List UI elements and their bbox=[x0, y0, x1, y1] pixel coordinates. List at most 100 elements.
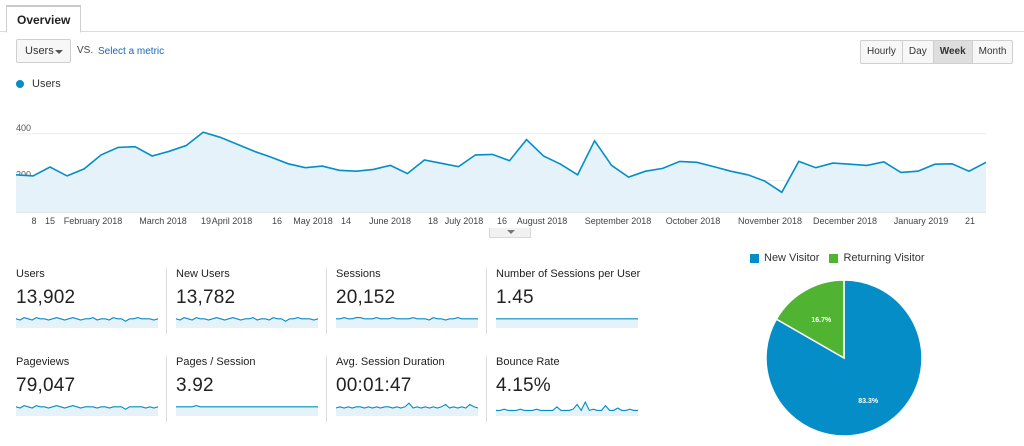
pie-legend-new: New Visitor bbox=[750, 252, 819, 264]
metric-tile[interactable]: Avg. Session Duration 00:01:47 bbox=[336, 356, 486, 428]
metric-select-value: Users bbox=[25, 45, 54, 57]
sparkline-line bbox=[176, 317, 318, 322]
x-tick-label: 16 bbox=[272, 216, 282, 226]
sparkline-line bbox=[16, 317, 158, 322]
metric-sparkline bbox=[496, 400, 638, 416]
sparkline-line bbox=[16, 405, 158, 410]
period-week-button[interactable]: Week bbox=[933, 41, 973, 63]
caret-down-icon bbox=[507, 230, 515, 234]
x-tick-label: 14 bbox=[341, 216, 351, 226]
x-tick-label: 15 bbox=[45, 216, 55, 226]
x-tick-label: May 2018 bbox=[293, 216, 333, 226]
metric-tile[interactable]: Pages / Session 3.92 bbox=[176, 356, 326, 428]
vs-label: VS. bbox=[77, 45, 94, 56]
sparkline-area bbox=[16, 405, 158, 416]
new-visitor-swatch bbox=[750, 253, 759, 263]
sparkline-line bbox=[496, 400, 638, 412]
metric-tile[interactable]: Sessions 20,152 bbox=[336, 268, 486, 340]
x-tick-label: July 2018 bbox=[445, 216, 484, 226]
metric-label: Avg. Session Duration bbox=[336, 356, 445, 368]
users-series-line bbox=[15, 131, 987, 194]
caret-down-icon bbox=[55, 50, 63, 54]
metric-label: Bounce Rate bbox=[496, 356, 560, 368]
metric-sparkline bbox=[336, 402, 478, 416]
returning-visitor-swatch bbox=[829, 253, 839, 263]
sparkline-area bbox=[176, 317, 318, 328]
x-tick-label: November 2018 bbox=[738, 216, 802, 226]
pie-legend-new-label: New Visitor bbox=[764, 252, 820, 264]
metric-value: 00:01:47 bbox=[336, 375, 412, 396]
x-tick-label: October 2018 bbox=[666, 216, 721, 226]
period-hourly-button[interactable]: Hourly bbox=[861, 41, 903, 63]
metric-value: 4.15% bbox=[496, 375, 551, 396]
x-tick-label: 21 bbox=[965, 216, 975, 226]
metric-label: Number of Sessions per User bbox=[496, 268, 641, 280]
sparkline-area bbox=[176, 405, 318, 416]
tile-divider bbox=[326, 356, 327, 422]
sparkline-line bbox=[336, 317, 478, 321]
legend-label: Users bbox=[32, 78, 61, 90]
metric-sparkline bbox=[16, 317, 158, 328]
metric-label: Pageviews bbox=[16, 356, 70, 368]
metric-label: Sessions bbox=[336, 268, 381, 280]
pie-legend-returning: Returning Visitor bbox=[829, 252, 925, 264]
x-tick-label: March 2018 bbox=[139, 216, 187, 226]
pie-slice-label: 16.7% bbox=[811, 317, 832, 324]
select-metric-link[interactable]: Select a metric bbox=[98, 46, 165, 57]
metric-value: 13,782 bbox=[176, 287, 236, 308]
x-tick-label: January 2019 bbox=[894, 216, 949, 226]
metric-value: 3.92 bbox=[176, 375, 214, 396]
x-tick-label: 19 bbox=[201, 216, 211, 226]
metric-tile[interactable]: Bounce Rate 4.15% bbox=[496, 356, 646, 428]
tile-divider bbox=[166, 268, 167, 334]
legend-marker bbox=[16, 80, 24, 88]
pie-slice-returning-visitor bbox=[775, 279, 845, 360]
tile-divider bbox=[326, 268, 327, 334]
x-tick-label: 18 bbox=[428, 216, 438, 226]
metric-tile[interactable]: Users 13,902 bbox=[16, 268, 166, 340]
metric-sparkline bbox=[16, 405, 158, 416]
x-tick-label: 8 bbox=[31, 216, 36, 226]
sparkline-line bbox=[176, 405, 318, 408]
tile-divider bbox=[486, 356, 487, 422]
visitor-pie-chart: 83.3% 16.7% bbox=[765, 279, 923, 437]
tab-bar: Overview bbox=[0, 0, 1024, 33]
metric-sparkline bbox=[496, 318, 638, 328]
tile-divider bbox=[486, 268, 487, 334]
metric-label: Pages / Session bbox=[176, 356, 256, 368]
metric-value: 1.45 bbox=[496, 287, 534, 308]
chart-collapse-handle[interactable] bbox=[489, 228, 531, 238]
metric-label: Users bbox=[16, 268, 45, 280]
x-tick-label: August 2018 bbox=[517, 216, 568, 226]
tab-overview[interactable]: Overview bbox=[6, 5, 82, 33]
period-month-button[interactable]: Month bbox=[978, 46, 1007, 57]
sparkline-area bbox=[336, 317, 478, 328]
metric-select[interactable]: Users bbox=[16, 39, 71, 63]
metric-value: 79,047 bbox=[16, 375, 76, 396]
chart-legend: Users bbox=[16, 78, 61, 90]
metric-tile[interactable]: New Users 13,782 bbox=[176, 268, 326, 340]
sparkline-area bbox=[496, 318, 638, 328]
x-tick-label: December 2018 bbox=[813, 216, 877, 226]
pie-legend: New Visitor Returning Visitor bbox=[750, 252, 935, 264]
x-tick-label: February 2018 bbox=[64, 216, 123, 226]
period-selector: Hourly Day Week Month bbox=[860, 40, 1014, 64]
metric-tile[interactable]: Pageviews 79,047 bbox=[16, 356, 166, 428]
metric-tile[interactable]: Number of Sessions per User 1.45 bbox=[496, 268, 646, 340]
x-tick-label: June 2018 bbox=[369, 216, 411, 226]
metric-sparkline bbox=[176, 317, 318, 328]
sparkline-area bbox=[16, 317, 158, 328]
x-tick-label: September 2018 bbox=[585, 216, 652, 226]
tile-divider bbox=[166, 356, 167, 422]
sparkline-line bbox=[336, 402, 478, 409]
y-tick-label: 400 bbox=[16, 123, 31, 133]
pie-slice-label: 83.3% bbox=[858, 398, 879, 405]
sparkline-area bbox=[496, 402, 638, 416]
pie-legend-returning-label: Returning Visitor bbox=[843, 252, 925, 264]
metric-value: 13,902 bbox=[16, 287, 76, 308]
metric-sparkline bbox=[336, 317, 478, 328]
period-day-button[interactable]: Day bbox=[903, 41, 934, 63]
metric-sparkline bbox=[176, 405, 318, 416]
x-tick-label: 16 bbox=[497, 216, 507, 226]
